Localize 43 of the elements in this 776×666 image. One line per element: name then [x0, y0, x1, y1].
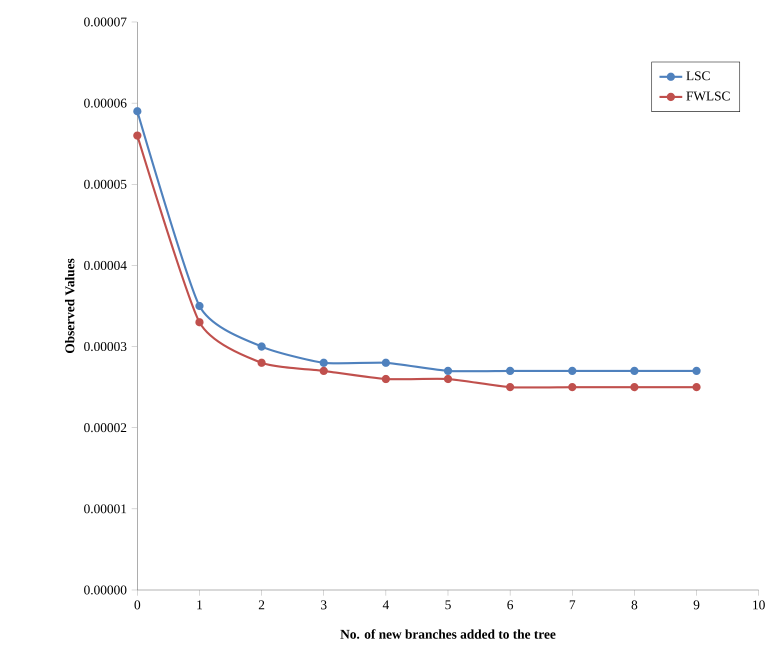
point: [506, 366, 514, 376]
y-tick-label: 0.00002: [84, 423, 126, 432]
x-tick-label: 6: [507, 600, 514, 610]
x-tick-label: 3: [321, 600, 327, 610]
point: [444, 374, 452, 384]
x-tick-label: 10: [753, 600, 765, 610]
y-tick-label: 0.00006: [84, 98, 127, 108]
y-tick-label: 0.00004: [84, 260, 127, 270]
point: [630, 366, 639, 376]
point: [630, 382, 639, 392]
x-tick-label: 2: [258, 600, 264, 610]
point: [320, 366, 328, 376]
point: [568, 366, 576, 376]
point: [195, 302, 204, 310]
y-tick-label: 0.00001: [84, 504, 126, 514]
point: [195, 318, 204, 326]
y-tick-label: 0.00005: [84, 180, 126, 189]
point: [506, 382, 514, 392]
y-tick-label: 0.00003: [84, 342, 126, 352]
point: [382, 358, 390, 367]
x-tick-label: 9: [694, 600, 700, 610]
legend-label: LSC: [686, 71, 710, 80]
point: [320, 358, 328, 367]
point: [257, 342, 266, 351]
point: [568, 382, 576, 392]
x-axis-title: No. of new branches added to the tree: [340, 629, 556, 639]
point: [692, 366, 701, 376]
x-tick-label: 1: [197, 600, 202, 610]
point: [133, 107, 142, 116]
point: [692, 382, 701, 392]
x-tick-label: 7: [570, 600, 576, 610]
x-tick-label: 8: [632, 600, 638, 610]
x-tick-label: 0: [134, 600, 140, 610]
point: [382, 374, 390, 384]
point: [444, 366, 452, 376]
point: [133, 131, 142, 140]
point: [257, 358, 266, 367]
x-tick-label: 5: [445, 600, 451, 610]
y-tick-label: 0.00007: [84, 17, 127, 27]
y-tick-label: 0.00000: [84, 585, 126, 595]
legend-label: FWLSC: [686, 92, 730, 101]
x-tick-label: 4: [382, 600, 389, 610]
y-axis-title: Observed Values: [64, 258, 74, 354]
